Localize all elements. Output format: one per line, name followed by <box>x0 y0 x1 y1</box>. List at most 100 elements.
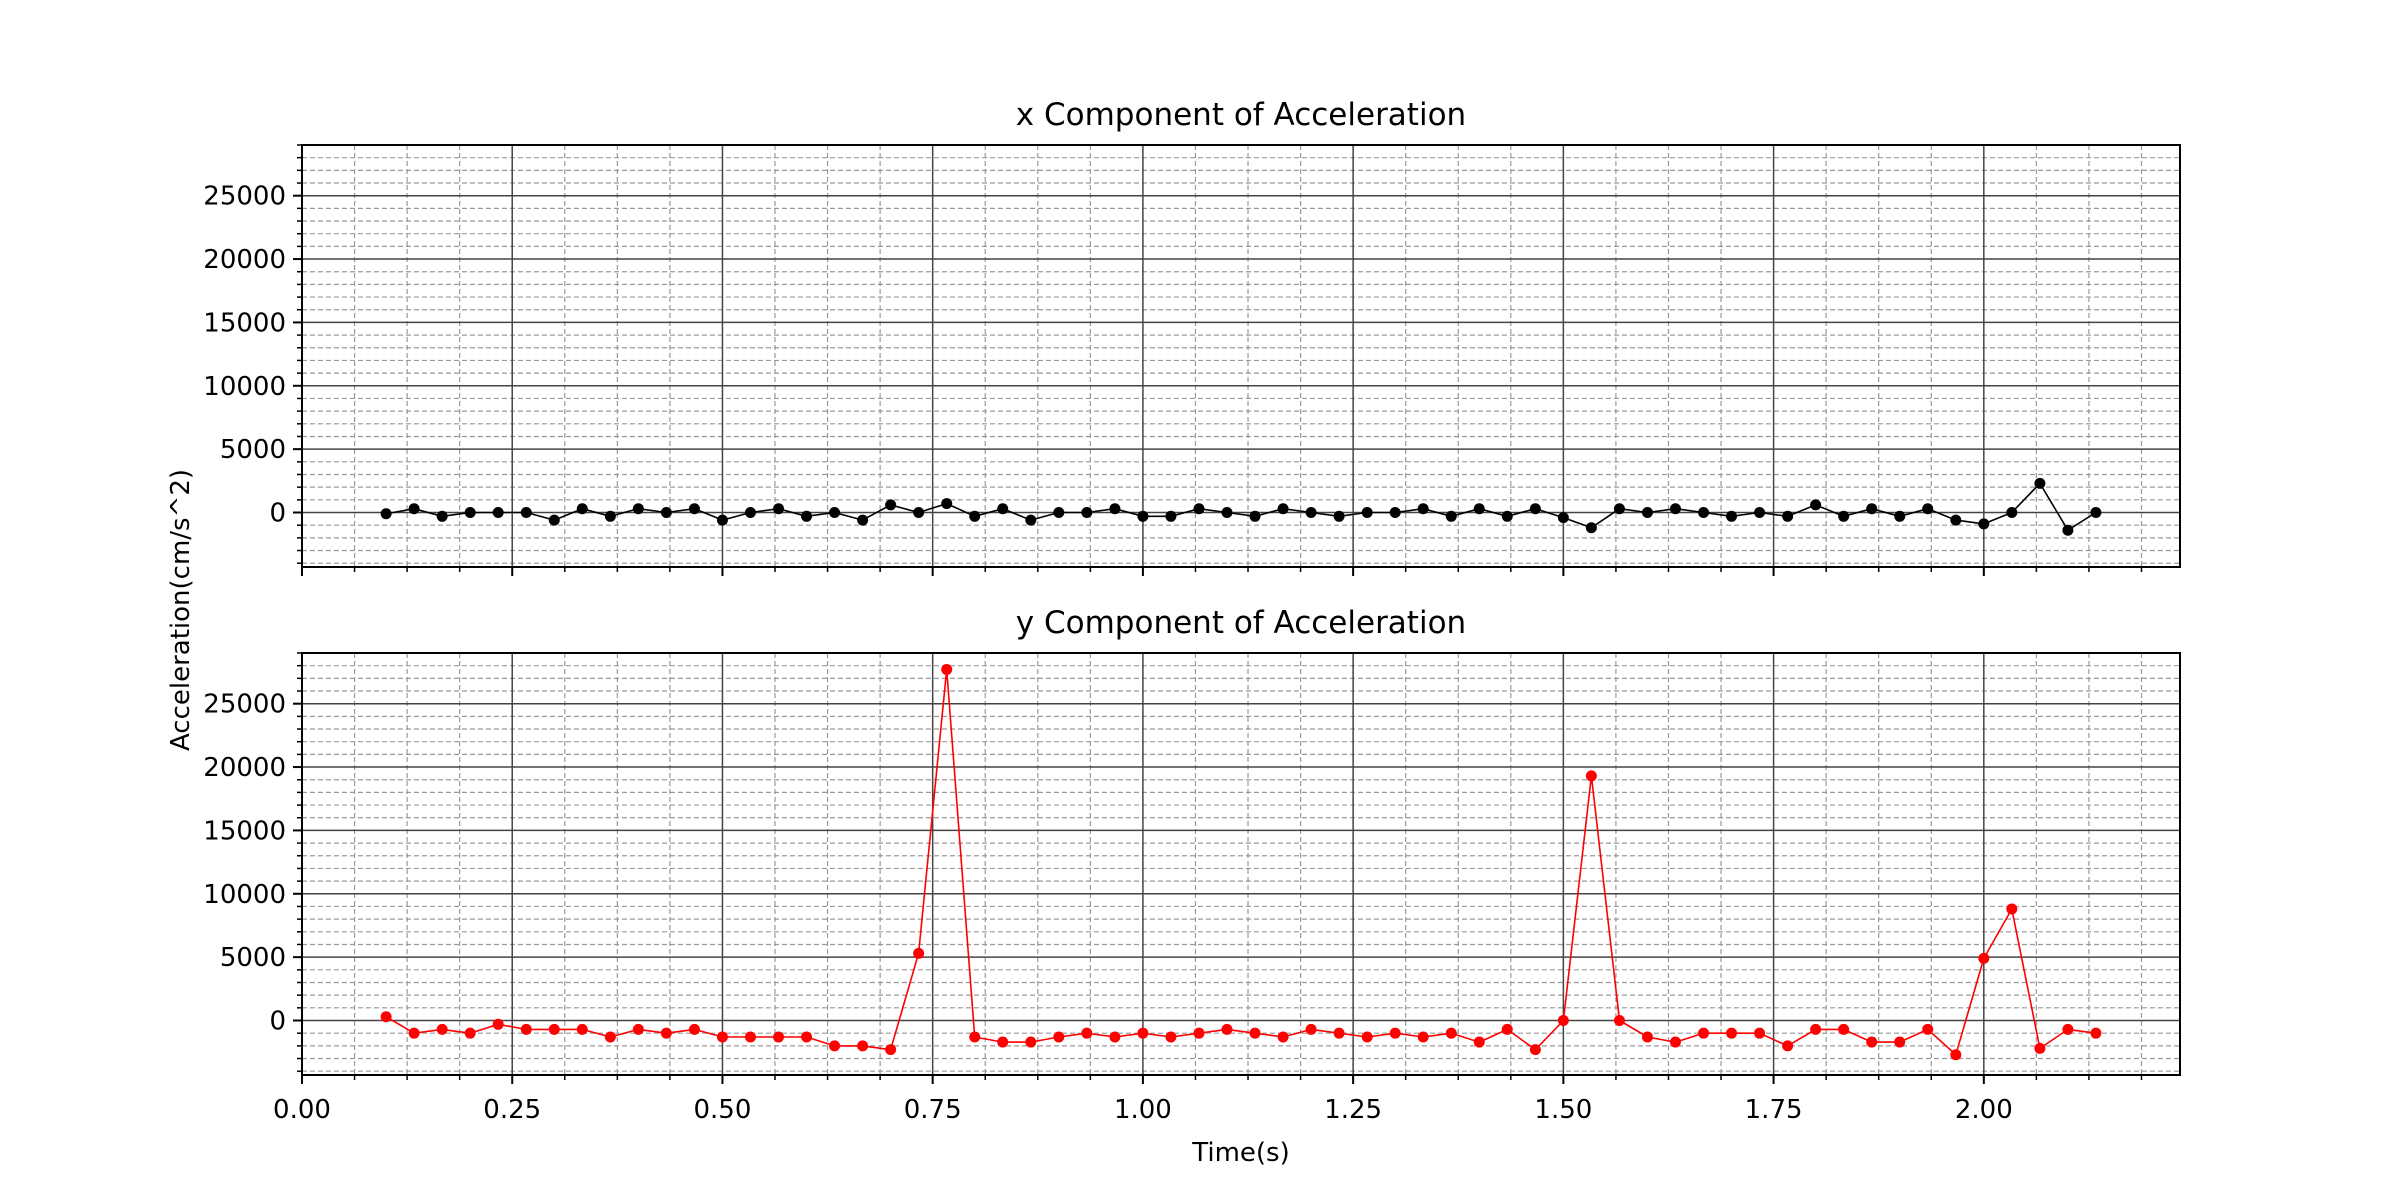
x-subplot-frame <box>301 144 2181 568</box>
x-y-tick-label: 10000 <box>203 372 286 402</box>
x-data-point <box>1193 503 1205 515</box>
y-x-tick-label: 1.00 <box>1114 1095 1172 1125</box>
x-data-point <box>1361 507 1373 519</box>
x-subplot-series <box>380 477 2102 536</box>
y-data-point <box>2034 1042 2046 1054</box>
y-data-point <box>1053 1031 1065 1043</box>
x-axis-label: Time(s) <box>1191 1138 1289 1168</box>
y-data-point <box>913 947 925 959</box>
x-data-point <box>1473 503 1485 515</box>
y-data-point <box>1922 1023 1934 1035</box>
x-data-point <box>1922 503 1934 515</box>
x-y-tick-label: 5000 <box>220 435 286 465</box>
y-x-tick-label: 0.25 <box>483 1095 541 1125</box>
y-data-point <box>1838 1023 1850 1035</box>
y-data-point <box>716 1031 728 1043</box>
y-data-point <box>1698 1027 1710 1039</box>
x-data-point <box>857 514 869 526</box>
y-data-point <box>1305 1023 1317 1035</box>
y-x-tick-label: 0.50 <box>694 1095 752 1125</box>
y-data-point <box>2006 903 2018 915</box>
x-data-point <box>1277 503 1289 515</box>
x-subplot-grid <box>301 144 2180 567</box>
y-x-tick-label: 0.75 <box>904 1095 962 1125</box>
y-data-point <box>1081 1027 1093 1039</box>
y-data-point <box>1417 1031 1429 1043</box>
y-y-tick-label: 25000 <box>203 690 286 720</box>
x-data-point <box>716 514 728 526</box>
x-data-point <box>1389 507 1401 519</box>
y-data-point <box>1221 1023 1233 1035</box>
y-data-point <box>2062 1023 2074 1035</box>
x-data-point <box>941 498 953 510</box>
x-data-point <box>1698 507 1710 519</box>
y-data-point <box>1894 1036 1906 1048</box>
x-data-point <box>1053 507 1065 519</box>
x-data-point <box>1137 510 1149 522</box>
x-data-point <box>885 499 897 511</box>
x-data-point <box>1109 503 1121 515</box>
x-data-point <box>520 507 532 519</box>
y-data-point <box>576 1023 588 1035</box>
x-data-point <box>408 503 420 515</box>
y-data-point <box>1109 1031 1121 1043</box>
y-data-point <box>1726 1027 1738 1039</box>
y-y-tick-label: 15000 <box>203 816 286 846</box>
x-data-point <box>604 510 616 522</box>
y-data-point <box>632 1023 644 1035</box>
y-data-point <box>548 1023 560 1035</box>
x-data-point <box>1782 510 1794 522</box>
y-data-point <box>1277 1031 1289 1043</box>
x-data-point <box>1165 510 1177 522</box>
x-y-tick-label: 0 <box>269 499 286 529</box>
y-data-point <box>380 1011 392 1023</box>
y-x-tick-label: 0.00 <box>273 1095 331 1125</box>
y-data-point <box>1950 1049 1962 1061</box>
x-data-point <box>773 503 785 515</box>
x-data-point <box>436 510 448 522</box>
y-data-point <box>2090 1027 2102 1039</box>
x-data-point <box>969 510 981 522</box>
x-data-point <box>1585 522 1597 534</box>
y-y-tick-label: 20000 <box>203 753 286 783</box>
y-data-point <box>969 1031 981 1043</box>
x-y-tick-label: 25000 <box>203 182 286 212</box>
x-subplot-title: x Component of Acceleration <box>1016 97 1466 133</box>
y-data-point <box>1641 1031 1653 1043</box>
y-data-point <box>1557 1015 1569 1027</box>
y-data-point <box>520 1023 532 1035</box>
y-subplot-grid <box>301 652 2180 1075</box>
y-y-tick-label: 5000 <box>220 943 286 973</box>
x-subplot-ticks: 0 5000 10000 15000 20000 25000 <box>203 144 2143 576</box>
x-data-point <box>2090 507 2102 519</box>
x-component-subplot: 0 5000 10000 15000 20000 25000 x Component of… <box>203 97 2181 576</box>
y-data-point <box>744 1031 756 1043</box>
x-data-point <box>997 503 1009 515</box>
y-data-point <box>1501 1023 1513 1035</box>
y-data-point <box>801 1031 813 1043</box>
x-data-point <box>660 507 672 519</box>
x-data-point <box>1894 510 1906 522</box>
x-data-point <box>492 507 504 519</box>
x-data-point <box>1221 507 1233 519</box>
x-data-point <box>576 503 588 515</box>
x-data-point <box>1501 510 1513 522</box>
x-data-point <box>1726 510 1738 522</box>
y-data-point <box>1782 1040 1794 1052</box>
y-x-tick-label: 1.50 <box>1534 1095 1592 1125</box>
x-y-tick-label: 15000 <box>203 308 286 338</box>
x-data-point <box>1529 503 1541 515</box>
x-data-point <box>1081 507 1093 519</box>
y-data-point <box>1810 1023 1822 1035</box>
x-data-point <box>913 507 925 519</box>
y-x-tick-label: 1.75 <box>1745 1095 1803 1125</box>
y-x-tick-label: 2.00 <box>1955 1095 2013 1125</box>
y-axis-label: Acceleration(cm/s^2) <box>166 469 196 751</box>
y-data-point <box>436 1023 448 1035</box>
y-data-point <box>941 663 953 675</box>
y-data-point <box>688 1023 700 1035</box>
y-data-point <box>1389 1027 1401 1039</box>
y-component-subplot: 0.00 0.25 0.50 0.75 1.00 1.25 1.50 1.75 2.00 0 500… <box>203 605 2181 1125</box>
x-data-point <box>688 503 700 515</box>
